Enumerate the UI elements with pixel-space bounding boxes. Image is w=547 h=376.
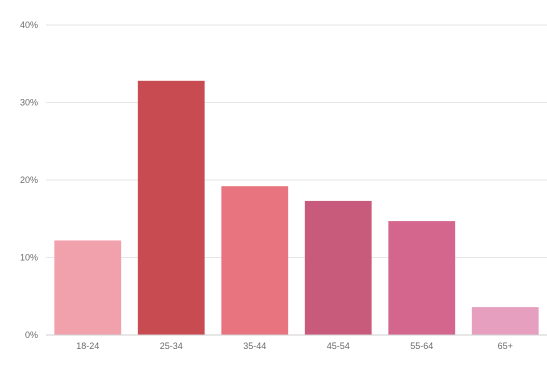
x-tick-label-4: 55-64	[410, 341, 433, 351]
bar-25-34	[138, 81, 205, 335]
y-tick-label-3: 30%	[20, 98, 38, 108]
x-tick-label-5: 65+	[498, 341, 513, 351]
x-tick-label-2: 35-44	[243, 341, 266, 351]
y-tick-label-4: 40%	[20, 20, 38, 30]
y-tick-label-2: 20%	[20, 175, 38, 185]
x-tick-label-0: 18-24	[76, 341, 99, 351]
x-axis-ticks: 18-24 25-34 35-44 45-54 55-64 65+	[76, 341, 513, 351]
y-axis-ticks: 0% 10% 20% 30% 40%	[20, 20, 38, 340]
bar-35-44	[221, 186, 288, 335]
bar-18-24	[54, 240, 121, 335]
bar-45-54	[305, 201, 372, 335]
y-tick-label-1: 10%	[20, 253, 38, 263]
x-tick-label-3: 45-54	[327, 341, 350, 351]
bars	[54, 81, 538, 335]
grid-lines	[46, 25, 547, 258]
bar-55-64	[388, 221, 455, 335]
bar-65+	[472, 307, 539, 335]
y-tick-label-0: 0%	[25, 330, 38, 340]
x-tick-label-1: 25-34	[160, 341, 183, 351]
